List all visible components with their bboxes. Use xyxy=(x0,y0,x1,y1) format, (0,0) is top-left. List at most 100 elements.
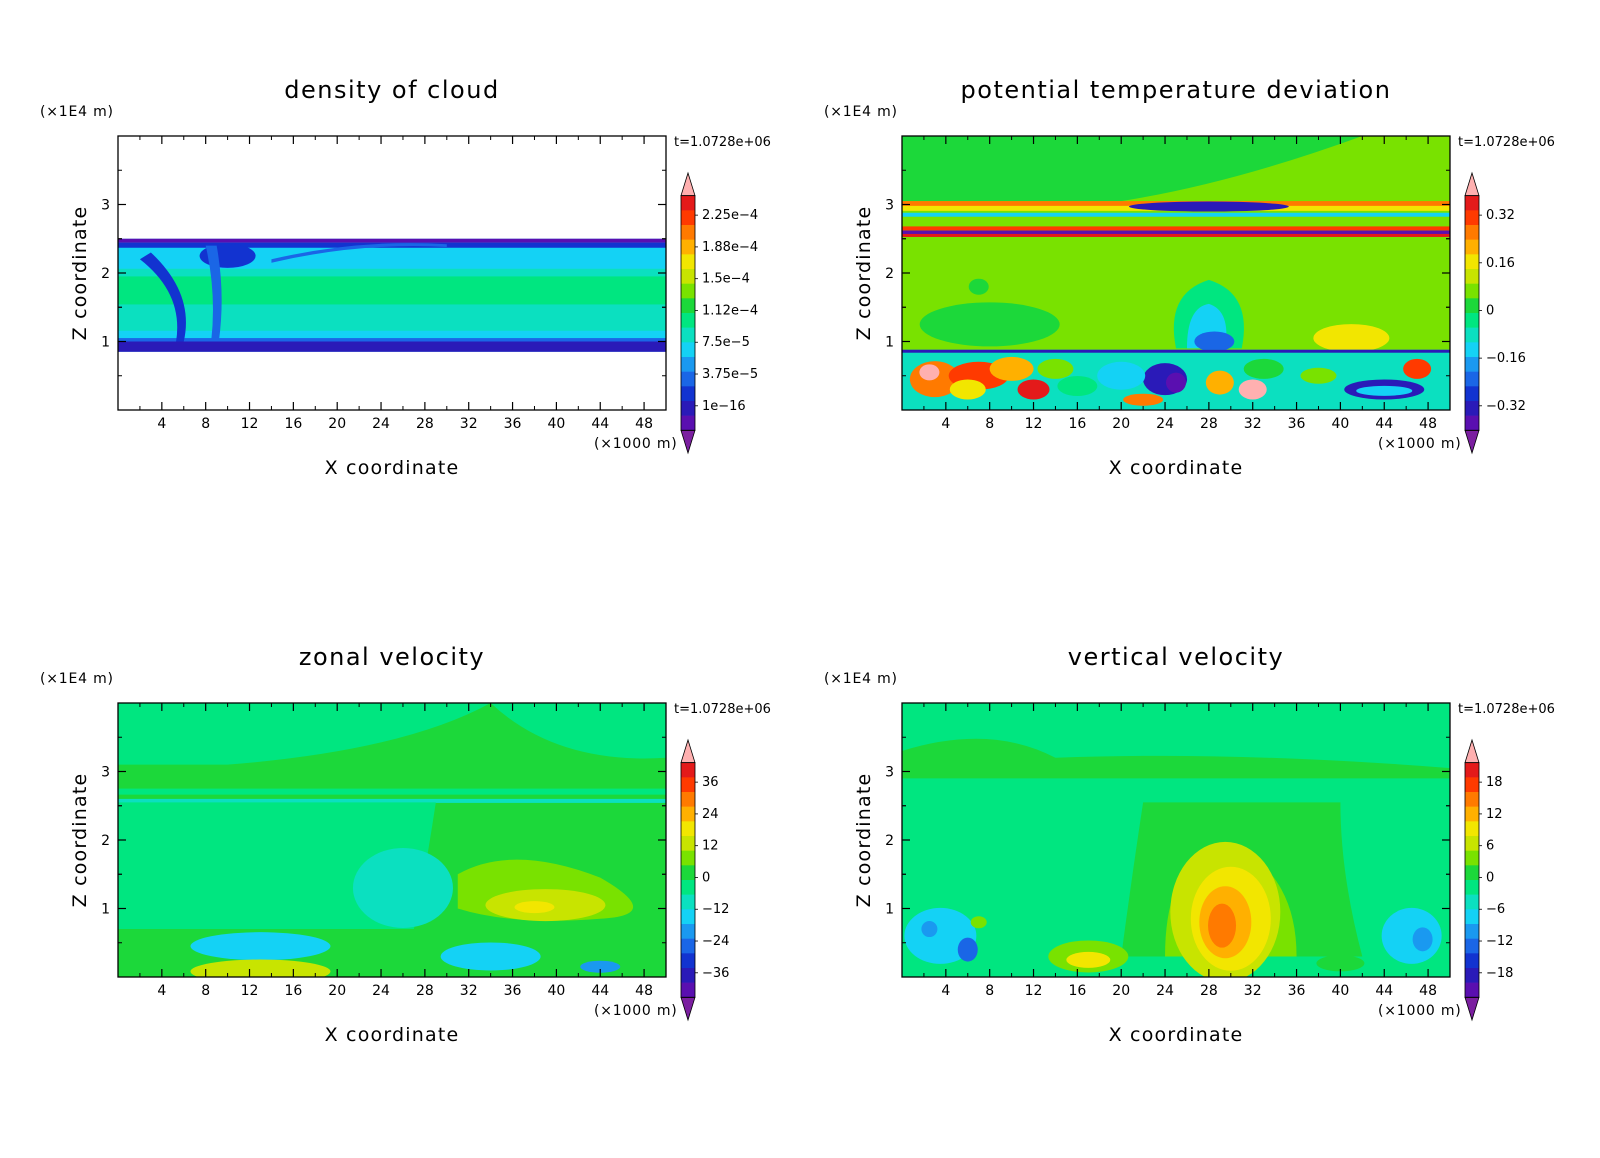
y-unit: (×1E4 m) xyxy=(40,104,114,120)
x-tick-label: 24 xyxy=(1156,983,1174,999)
bl-blob-7 xyxy=(1037,358,1074,379)
x-tick-label: 36 xyxy=(504,983,522,999)
x-tick-label: 28 xyxy=(1200,983,1218,999)
surface-cyan-2 xyxy=(440,942,541,971)
colorbar-label: 18 xyxy=(1486,775,1503,790)
x-tick-label: 48 xyxy=(1419,416,1437,432)
bl-blob-8 xyxy=(1057,376,1098,397)
colorbar-swatch xyxy=(1465,836,1479,851)
colorbar-top-arrow xyxy=(680,171,696,197)
colorbar-top-arrow xyxy=(1464,738,1480,764)
colorbar-swatch xyxy=(1465,792,1479,807)
colorbar-label: 12 xyxy=(1486,807,1503,822)
x-tick-label: 4 xyxy=(941,983,950,999)
x-tick-label: 48 xyxy=(635,983,653,999)
colorbar-swatch xyxy=(681,894,695,910)
y-tick-label: 2 xyxy=(101,833,110,849)
colorbar-swatch xyxy=(1465,357,1479,372)
colorbar-swatch xyxy=(681,327,695,343)
colorbar-label: −12 xyxy=(1486,934,1513,949)
colorbar-label: −36 xyxy=(702,966,729,981)
colorbar-swatch xyxy=(1465,298,1479,314)
colorbar-label: 0.16 xyxy=(1486,256,1515,271)
bl-blob-13 xyxy=(1243,358,1284,379)
colorbar-label: −18 xyxy=(1486,966,1513,981)
jet-max xyxy=(514,901,555,914)
timestamp: t=1.0728e+06 xyxy=(674,135,771,150)
colorbar-swatch xyxy=(681,909,695,925)
x-tick-label: 12 xyxy=(241,416,259,432)
x-tick-label: 32 xyxy=(1244,416,1262,432)
colorbar-label: 36 xyxy=(702,775,719,790)
x-tick-label: 28 xyxy=(416,416,434,432)
surface-cyan xyxy=(190,932,331,961)
y-axis-label: Z coordinate xyxy=(69,206,91,341)
bl-blob-5 xyxy=(989,356,1034,381)
x-unit: (×1000 m) xyxy=(1378,436,1462,452)
x-tick-label: 28 xyxy=(1200,416,1218,432)
colorbar-swatch xyxy=(681,762,695,778)
timestamp: t=1.0728e+06 xyxy=(1458,702,1555,717)
surface-green xyxy=(1316,955,1365,972)
upper-right xyxy=(490,703,666,759)
x-tick-label: 32 xyxy=(460,416,478,432)
colorbar-label: 7.5e−5 xyxy=(702,335,750,350)
colorbar-swatch xyxy=(681,415,695,431)
x-tick-label: 48 xyxy=(635,416,653,432)
colorbar-swatch xyxy=(681,269,695,284)
colorbar-label: −24 xyxy=(702,934,729,949)
colorbar-label: 0 xyxy=(1486,303,1494,318)
colorbar-swatch xyxy=(1465,371,1479,387)
colorbar-swatch xyxy=(681,836,695,851)
x-unit: (×1000 m) xyxy=(594,1003,678,1019)
x-tick-label: 24 xyxy=(372,416,390,432)
x-tick-label: 40 xyxy=(1331,983,1349,999)
x-tick-label: 36 xyxy=(504,416,522,432)
downdraft-core-2 xyxy=(921,921,938,938)
bl-blob-18 xyxy=(1205,370,1234,395)
field-zonal xyxy=(118,703,666,977)
small-up xyxy=(970,916,987,929)
colorbar-swatch xyxy=(1465,806,1479,822)
colorbar: 36 24 12 0 −12 −24 −36 xyxy=(680,738,729,1022)
colorbar-bottom-arrow xyxy=(680,429,696,455)
colorbar-label: 6 xyxy=(1486,839,1494,854)
x-axis-label: X coordinate xyxy=(1109,1024,1244,1046)
colorbar-swatch xyxy=(1465,821,1479,837)
colorbar-swatch xyxy=(681,968,695,983)
colorbar-swatch xyxy=(681,254,695,270)
colorbar-swatch xyxy=(1465,968,1479,983)
bl-blob-15 xyxy=(1356,385,1413,396)
colorbar-label: 0 xyxy=(702,870,710,885)
bl-blob-2 xyxy=(919,364,940,381)
colorbar-swatch xyxy=(1465,762,1479,778)
y-tick-label: 2 xyxy=(885,266,894,282)
colorbar-label: 1e−16 xyxy=(702,399,746,414)
y-tick-label: 1 xyxy=(885,335,894,351)
colorbar-top-arrow xyxy=(680,738,696,764)
upper-band xyxy=(902,738,1450,779)
x-tick-label: 12 xyxy=(1025,983,1043,999)
colorbar-swatch xyxy=(1465,953,1479,969)
cyan-patch xyxy=(352,847,453,928)
x-tick-label: 24 xyxy=(1156,416,1174,432)
colorbar: 18 12 6 0 −6 −12 −18 xyxy=(1464,738,1513,1022)
colorbar-swatch xyxy=(1465,269,1479,284)
field-vertical xyxy=(902,703,1450,977)
timestamp: t=1.0728e+06 xyxy=(674,702,771,717)
colorbar-swatch xyxy=(1465,401,1479,416)
stripe-blob-1 xyxy=(1128,201,1289,212)
colorbar-frame xyxy=(1464,195,1480,431)
x-tick-label: 44 xyxy=(1375,983,1393,999)
colorbar-label: 2.25e−4 xyxy=(702,208,758,223)
colorbar-swatch xyxy=(1465,210,1479,226)
stripe-a xyxy=(118,788,666,795)
colorbar-swatch xyxy=(1465,239,1479,255)
cloud-band xyxy=(118,276,666,305)
cloud-bottom-edge xyxy=(118,341,666,352)
timestamp: t=1.0728e+06 xyxy=(1458,135,1555,150)
